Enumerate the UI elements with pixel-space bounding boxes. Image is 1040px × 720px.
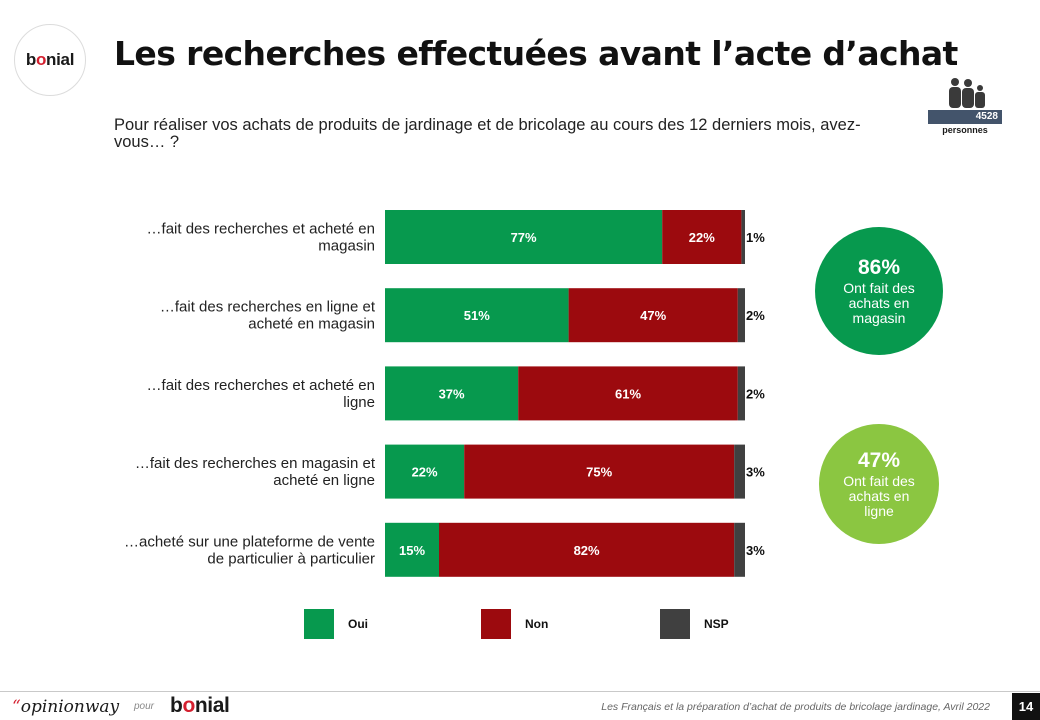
data-label: 47% xyxy=(640,308,666,323)
sample-size-badge: 4528 personnes xyxy=(928,76,1002,135)
legend-label: Non xyxy=(525,617,549,631)
kpi-value: 86% xyxy=(857,255,901,279)
footer-divider xyxy=(0,691,1040,692)
kpi-online: 47% Ont fait des achats en ligne xyxy=(819,424,939,544)
data-label: 2% xyxy=(746,308,765,323)
kpi-text: Ont fait des achats en magasin xyxy=(843,279,915,326)
data-label: 22% xyxy=(412,465,438,480)
data-label: 15% xyxy=(399,543,425,558)
legend-swatch xyxy=(304,609,334,639)
survey-question: Pour réaliser vos achats de produits de … xyxy=(114,116,861,151)
bonial-logo: b o nial xyxy=(14,24,86,96)
bar-non xyxy=(464,444,735,499)
bar-oui xyxy=(385,288,569,343)
data-label: 37% xyxy=(439,386,465,401)
bar-nsp xyxy=(741,210,745,264)
bar-non xyxy=(439,522,735,577)
bar-nsp xyxy=(734,522,745,577)
data-label: 61% xyxy=(615,386,641,401)
legend-label: NSP xyxy=(704,617,729,631)
legend-label: Oui xyxy=(348,617,368,631)
footer-pour: pour xyxy=(134,701,155,712)
legend-swatch xyxy=(481,609,511,639)
legend-swatch xyxy=(660,609,690,639)
data-label: 1% xyxy=(746,230,765,245)
data-label: 22% xyxy=(689,230,715,245)
footer-bonial-logo: bonial xyxy=(170,694,230,717)
category-label: …fait des recherches en magasin et acheté… xyxy=(135,455,376,489)
kpi-text: Ont fait des achats en ligne xyxy=(843,472,915,519)
data-label: 82% xyxy=(574,543,600,558)
bar-oui xyxy=(385,444,465,499)
page-title: Les recherches effectuées avant l’acte d… xyxy=(114,34,958,73)
bar-nsp xyxy=(734,444,745,499)
data-label: 51% xyxy=(464,308,490,323)
people-icon xyxy=(949,78,985,108)
category-label: …fait des recherches et acheté en magasin xyxy=(147,221,375,255)
data-label: 3% xyxy=(746,465,765,480)
bar-non xyxy=(568,288,738,343)
legend-item-non: Non xyxy=(481,609,548,639)
bar-non xyxy=(662,210,742,264)
category-label: …fait des recherches en ligne et acheté e… xyxy=(160,299,376,333)
data-label: 2% xyxy=(746,386,765,401)
data-label: 3% xyxy=(746,543,765,558)
sample-count: 4528 xyxy=(928,110,1002,124)
kpi-in-store: 86% Ont fait des achats en magasin xyxy=(815,227,943,355)
bar-oui xyxy=(385,210,663,264)
legend-item-oui: Oui xyxy=(304,609,368,639)
bar-oui xyxy=(385,366,519,421)
bar-oui xyxy=(385,522,439,577)
legend-item-nsp: NSP xyxy=(660,609,729,639)
bar-nsp xyxy=(737,288,745,343)
bar-nsp xyxy=(737,366,745,421)
stacked-bar-chart: …fait des recherches et acheté en magasin… xyxy=(124,210,765,577)
kpi-value: 47% xyxy=(857,448,901,472)
footer-caption: Les Français et la préparation d’achat d… xyxy=(601,701,990,713)
sample-label: personnes xyxy=(942,125,988,135)
data-label: 77% xyxy=(511,230,537,245)
category-label: …acheté sur une plateforme de vente de pa… xyxy=(124,533,375,567)
data-label: 75% xyxy=(586,465,612,480)
page-number: 14 xyxy=(1012,693,1040,720)
bar-non xyxy=(518,366,738,421)
category-label: …fait des recherches et acheté en ligne xyxy=(147,377,375,411)
opinionway-logo: “opinionway xyxy=(12,697,120,717)
